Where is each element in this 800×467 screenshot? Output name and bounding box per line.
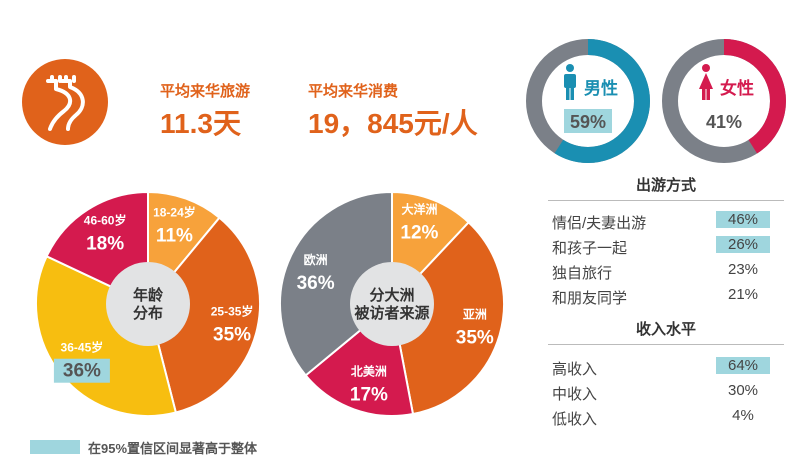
female-label: 女性 [720, 78, 754, 98]
continent-pie-slice [279, 190, 393, 377]
continent-pie-slice-value: 35% [456, 327, 494, 348]
age-pie-center [106, 262, 190, 346]
travel-mode-row-value: 46% [716, 211, 770, 228]
age-pie-slice-value: 36% [63, 361, 101, 382]
travel-mode-title: 出游方式 [635, 177, 696, 194]
continent-pie-slice-value: 17% [350, 384, 388, 405]
age-pie-slice [146, 216, 261, 414]
age-pie-slice-name: 36-45岁 [61, 340, 104, 355]
continent-pie-slice-name: 北美洲 [351, 363, 387, 378]
female-value: 41% [706, 112, 742, 132]
travel-mode-row-value: 23% [727, 261, 759, 278]
travel-mode-row-label: 和孩子一起 [552, 240, 628, 257]
continent-pie-slice-value: 36% [297, 273, 335, 294]
age-pie-slice-name: 25-35岁 [211, 303, 254, 318]
great-wall-badge [22, 59, 108, 145]
income-title: 收入水平 [635, 321, 696, 338]
travel-mode-row-label: 独自旅行 [552, 265, 613, 282]
income-row-label: 高收入 [552, 361, 598, 378]
income-row-value: 64% [716, 357, 770, 374]
female-ring-arc [662, 39, 786, 163]
income-row-label: 低收入 [552, 411, 598, 428]
continent-pie-slice-name: 大洋洲 [401, 202, 437, 217]
travel-mode-row-label: 情侣/夫妻出游 [552, 215, 647, 232]
income-row-value: 4% [732, 407, 754, 424]
avg-spend-label: 平均来华消费 [308, 83, 399, 100]
avg-days-label: 平均来华旅游 [160, 83, 251, 100]
gender-rings: 男性 59% 女性 41% [526, 39, 786, 163]
age-pie-slice-value: 35% [213, 324, 251, 345]
female-ring: 女性 41% [662, 39, 786, 163]
female-person-icon [699, 64, 713, 100]
age-distribution-pie: 年龄分布 18-24岁 11% 25-35岁 35% 36-45岁 36% 46-60岁 18… [35, 190, 261, 417]
legend-swatch [30, 440, 80, 454]
continent-pie-center [350, 262, 434, 346]
male-person-icon [564, 64, 576, 100]
continent-pie-slice [390, 220, 505, 416]
continent-pie-center-label: 分大洲被访者来源 [354, 286, 429, 322]
male-ring: 男性 59% [526, 39, 650, 163]
travel-mode-row-value: 26% [716, 236, 770, 253]
income-rule [548, 344, 784, 345]
income-row-value: 30% [727, 382, 759, 399]
avg-days-value: 11.3天 [160, 108, 241, 139]
male-label: 男性 [584, 78, 618, 98]
male-highlight [564, 109, 612, 133]
continent-pie-slice-value: 12% [400, 223, 438, 244]
travel-mode-row-label: 和朋友同学 [552, 290, 628, 307]
continent-distribution-pie: 分大洲被访者来源 大洋洲 12% 亚洲 35% 北美洲 17% 欧洲 36% [279, 190, 505, 417]
male-value: 59% [570, 112, 606, 132]
age-pie-slice-name: 46-60岁 [84, 212, 127, 227]
great-wall-icon [46, 75, 85, 131]
continent-pie-slice-name: 亚洲 [463, 307, 487, 321]
age-pie-slice-highlight [53, 358, 110, 383]
travel-mode-rule [548, 200, 784, 201]
travel-mode-row-value: 21% [727, 286, 759, 303]
income-row-label: 中收入 [552, 386, 598, 403]
age-pie-slice-value: 18% [86, 233, 124, 254]
legend-text: 在95%置信区间显著高于整体 [88, 441, 258, 456]
age-pie-slice-name: 18-24岁 [153, 205, 196, 220]
avg-spend-value: 19，845元/人 [308, 108, 478, 139]
continent-pie-slice-name: 欧洲 [304, 252, 328, 267]
male-ring-arc [526, 39, 650, 163]
age-pie-center-label: 年龄分布 [133, 286, 164, 322]
age-pie-slice-value: 11% [156, 226, 193, 247]
